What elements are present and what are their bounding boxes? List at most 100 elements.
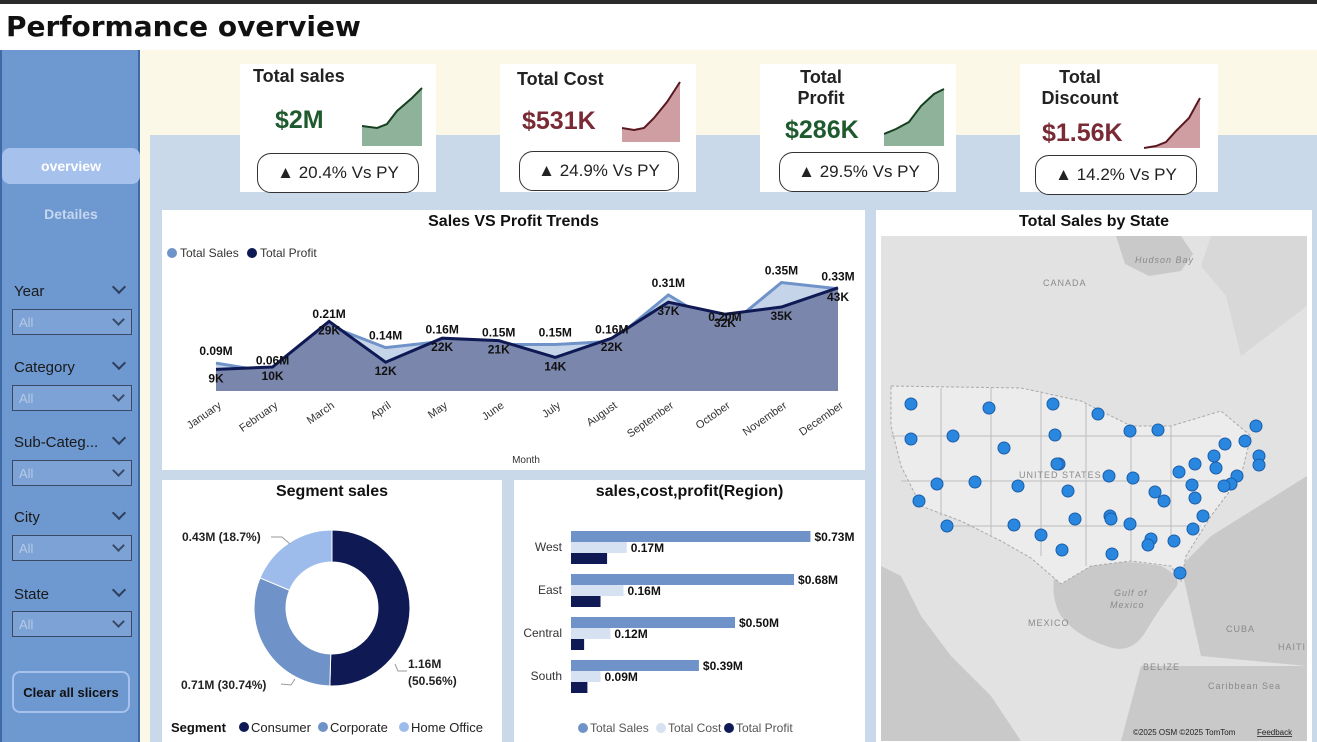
x-tick-label: May (426, 399, 450, 421)
kpi-value: $531K (522, 107, 596, 135)
slicer-city-label: City (14, 509, 40, 526)
state-sales-bubble (1126, 471, 1140, 485)
map-label-mexico-gulf: Mexico (1110, 600, 1145, 610)
profit-data-label: 12K (375, 364, 397, 378)
region-legend-label: Total Cost (668, 721, 722, 735)
map-label-hudson-bay: Hudson Bay (1135, 255, 1194, 265)
state-sales-bubble (1188, 457, 1202, 471)
region-bar-total-sales (571, 660, 699, 671)
nav-details-button[interactable]: Detailes (44, 206, 98, 222)
kpi-value: $1.56K (1042, 119, 1123, 147)
sales-data-label: 0.21M (312, 307, 345, 321)
state-sales-bubble (1157, 494, 1171, 508)
state-sales-bubble (1185, 478, 1199, 492)
profit-data-label: 29K (318, 323, 340, 337)
state-sales-bubble (1151, 423, 1165, 437)
segment-consumer-value: 1.16M (408, 657, 441, 671)
slicer-state-value: All (19, 617, 34, 632)
slicer-state-label: State (14, 586, 50, 603)
segment-home-office-label: 0.43M (18.7%) (182, 530, 261, 544)
sales-data-label: 0.06M (256, 353, 289, 367)
chevron-down-icon[interactable] (111, 430, 127, 446)
region-axis-label: East (538, 583, 563, 597)
region-chart-title: sales,cost,profit(Region) (595, 483, 784, 500)
chevron-down-icon (112, 389, 125, 402)
state-sales-bubble (946, 429, 960, 443)
slicer-category-dropdown[interactable]: All (12, 385, 132, 411)
sparkline-line (1144, 97, 1201, 149)
region-bar-total-cost (571, 585, 624, 596)
map-label-belize: BELIZE (1143, 662, 1180, 672)
trend-chart: Total Sales Total Profit Month 0.09M 0.06… (167, 246, 855, 466)
clear-slicers-button[interactable]: Clear all slicers (12, 671, 130, 713)
region-bar-label: $0.73M (814, 530, 854, 544)
state-sales-bubble (1173, 566, 1187, 580)
sales-data-label: 0.31M (652, 276, 685, 290)
state-sales-bubble (1123, 424, 1137, 438)
sales-data-label: 0.20M (708, 310, 741, 324)
sales-data-label: 0.16M (426, 322, 459, 336)
slicer-city-dropdown[interactable]: All (12, 535, 132, 561)
chevron-down-icon[interactable] (111, 279, 127, 295)
segment-legend-title: Segment (171, 720, 227, 735)
slicer-city-value: All (19, 541, 34, 556)
region-bar-total-sales (571, 531, 811, 542)
chevron-down-icon (112, 464, 125, 477)
map-title: Total Sales by State (1019, 213, 1169, 230)
map-label-caribbean-sea: Caribbean Sea (1208, 681, 1281, 691)
region-axis-label: Central (523, 626, 562, 640)
chevron-down-icon (112, 615, 125, 628)
state-sales-bubble (1061, 484, 1075, 498)
map-panel: Total Sales by State Hudson Bay CANADA U… (876, 210, 1312, 742)
nav-overview-button[interactable]: overview (2, 148, 140, 184)
kpi-value: $286K (785, 116, 859, 144)
state-sales-bubble (1252, 458, 1266, 472)
state-sales-bubble (1050, 457, 1064, 471)
state-sales-bubble (904, 397, 918, 411)
region-bar-label: $0.50M (739, 616, 779, 630)
region-bar-label: 0.09M (605, 670, 638, 684)
segment-consumer-percent: (50.56%) (408, 674, 457, 688)
slicer-state-dropdown[interactable]: All (12, 611, 132, 637)
sales-data-label: 0.33M (821, 270, 854, 284)
map-label-united-states: UNITED STATES (1019, 470, 1102, 480)
sidebar: overview Detailes Year All Category All … (0, 50, 140, 742)
state-sales-bubble (982, 401, 996, 415)
region-chart-panel: sales,cost,profit(Region) West $0.73M 0.17… (514, 480, 865, 742)
region-bar-total-sales (571, 574, 795, 585)
map-feedback-link[interactable]: Feedback (1257, 728, 1293, 737)
state-sales-bubble (1102, 469, 1116, 483)
map-water-gulf (1053, 561, 1178, 649)
state-sales-bubble (1172, 465, 1186, 479)
map-label-gulf-of: Gulf of (1114, 588, 1148, 598)
kpi-sparkline (884, 88, 945, 146)
region-bar-total-cost (571, 542, 627, 553)
kpi-title: Total Profit (797, 67, 845, 108)
sparkline-area (884, 89, 944, 146)
chevron-down-icon[interactable] (111, 505, 127, 521)
state-sales-map[interactable]: Hudson Bay CANADA UNITED STATES Gulf of … (881, 236, 1307, 741)
sales-data-label: 0.35M (765, 264, 798, 278)
slicer-subcategory-dropdown[interactable]: All (12, 460, 132, 486)
map-label-canada: CANADA (1043, 278, 1087, 288)
segment-legend-marker (318, 722, 328, 732)
slicer-year-dropdown[interactable]: All (12, 309, 132, 335)
region-bar-total-profit (571, 596, 601, 607)
x-tick-label: December (797, 399, 846, 438)
region-bar-total-cost (571, 671, 601, 682)
slicer-year-value: All (19, 315, 34, 330)
legend-sales-marker (167, 248, 177, 258)
x-axis-label: Month (512, 455, 540, 466)
state-sales-bubble (930, 477, 944, 491)
chevron-down-icon[interactable] (111, 582, 127, 598)
legend-sales-label: Total Sales (180, 246, 239, 260)
legend-profit-marker (247, 248, 257, 258)
state-sales-bubble (1007, 518, 1021, 532)
sales-data-label: 0.09M (199, 344, 232, 358)
profit-data-label: 43K (827, 290, 849, 304)
region-bar-label: 0.12M (614, 627, 647, 641)
chevron-down-icon[interactable] (111, 355, 127, 371)
state-sales-bubble (1091, 407, 1105, 421)
state-sales-bubble (1249, 419, 1263, 433)
profit-data-label: 14K (544, 359, 566, 373)
